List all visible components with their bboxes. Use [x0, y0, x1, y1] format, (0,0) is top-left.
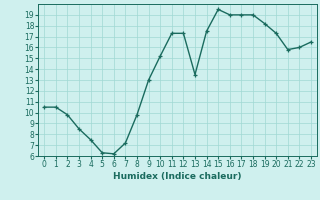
X-axis label: Humidex (Indice chaleur): Humidex (Indice chaleur)	[113, 172, 242, 181]
